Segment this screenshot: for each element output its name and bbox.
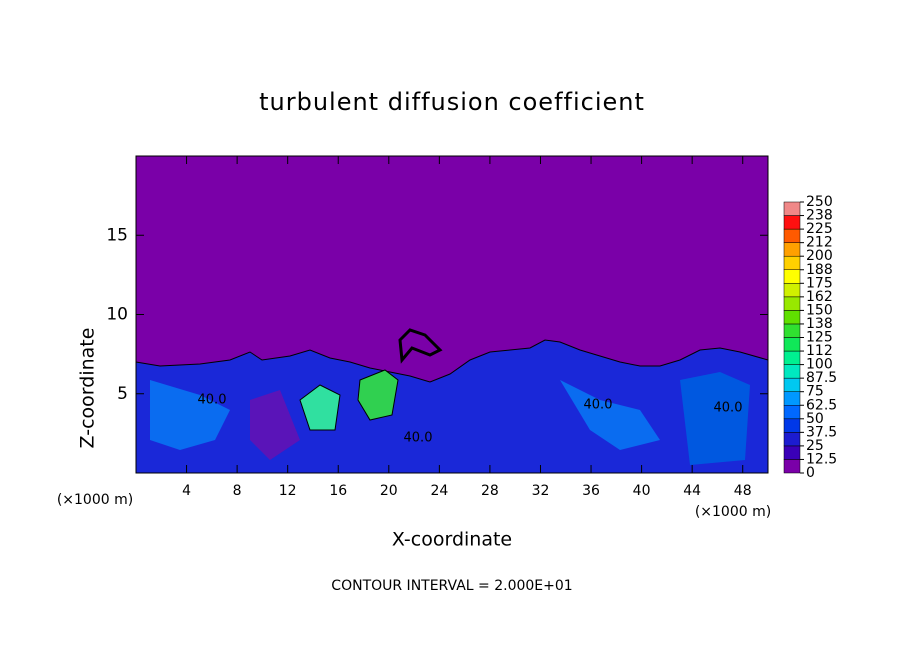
x-unit: (×1000 m) [57, 492, 133, 508]
colorbar-swatch [783, 323, 801, 338]
colorbar-label: 87.5 [806, 370, 837, 386]
chart-title: turbulent diffusion coefficient [259, 88, 645, 116]
colorbar-swatch [783, 255, 801, 271]
colorbar-label: 75 [806, 384, 824, 400]
colorbar-label: 100 [806, 357, 833, 373]
field-region [299, 384, 341, 431]
colorbar-swatch [783, 215, 801, 230]
colorbar-label: 162 [806, 289, 833, 305]
x-tick-label: 32 [532, 483, 550, 499]
colorbar-label: 200 [806, 248, 833, 264]
x-tick-label: 48 [734, 483, 752, 499]
x-tick-label: 28 [481, 483, 499, 499]
field-region [680, 372, 750, 465]
colorbar-swatch [783, 459, 801, 474]
contour-label: 40.0 [584, 398, 613, 413]
colorbar-swatch [783, 242, 801, 257]
colorbar-label: 212 [806, 235, 833, 251]
colorbar-label: 138 [806, 316, 833, 332]
colorbar-label: 112 [806, 343, 833, 359]
colorbar-label: 225 [806, 221, 833, 237]
colorbar-swatch [783, 391, 801, 406]
x-tick-label: 36 [582, 483, 600, 499]
field-region [150, 380, 230, 450]
field [135, 156, 769, 474]
y-tick-label: 10 [106, 305, 128, 325]
colorbar-label: 12.5 [806, 451, 837, 467]
x-axis-title: X-coordinate [392, 529, 512, 551]
colorbar-swatch [783, 296, 801, 311]
colorbar-label: 250 [806, 194, 833, 210]
colorbar-swatch [783, 364, 801, 379]
colorbar-swatch [783, 283, 801, 298]
colorbar-label: 0 [806, 465, 815, 481]
colorbar-label: 50 [806, 411, 824, 427]
colorbar-swatch [783, 310, 801, 325]
colorbar-swatch [783, 432, 801, 447]
x-tick-label: 16 [329, 483, 347, 499]
colorbar-swatch [783, 228, 801, 243]
y-tick-label: 15 [106, 225, 128, 245]
footer: CONTOUR INTERVAL = 2.000E+01 [331, 578, 572, 594]
colorbar-label: 175 [806, 275, 833, 291]
colorbar-swatch [783, 445, 801, 460]
x-tick-label: 40 [633, 483, 651, 499]
x-tick-label: 12 [279, 483, 297, 499]
field-region [250, 390, 300, 460]
field-region [560, 380, 660, 450]
colorbar-label: 37.5 [806, 424, 837, 440]
colorbar-swatch [783, 350, 801, 365]
colorbar-swatch [783, 418, 801, 433]
y-unit: (×1000 m) [695, 504, 771, 520]
colorbar-label: 150 [806, 302, 833, 318]
field-region [357, 369, 399, 421]
contour [398, 328, 443, 364]
colorbar-label: 125 [806, 330, 833, 346]
y-tick-label: 5 [117, 384, 128, 404]
colorbar-label: 62.5 [806, 397, 837, 413]
contour-label: 40.0 [404, 431, 433, 446]
contour-label: 40.0 [198, 393, 227, 408]
colorbar-label: 25 [806, 438, 824, 454]
x-tick-label: 8 [233, 483, 242, 499]
colorbar-swatch [783, 269, 801, 284]
colorbar-swatch [783, 405, 801, 420]
x-tick-label: 44 [683, 483, 701, 499]
x-tick-label: 20 [380, 483, 398, 499]
x-tick-label: 24 [430, 483, 448, 499]
y-axis-title: Z-coordinate [77, 328, 99, 449]
colorbar-swatch [783, 377, 801, 392]
contour-label: 40.0 [714, 401, 743, 416]
colorbar-swatch [783, 337, 801, 352]
colorbar-label: 188 [806, 262, 833, 278]
colorbar-label: 238 [806, 208, 833, 224]
x-tick-label: 4 [182, 483, 191, 499]
colorbar-swatch [783, 201, 801, 216]
